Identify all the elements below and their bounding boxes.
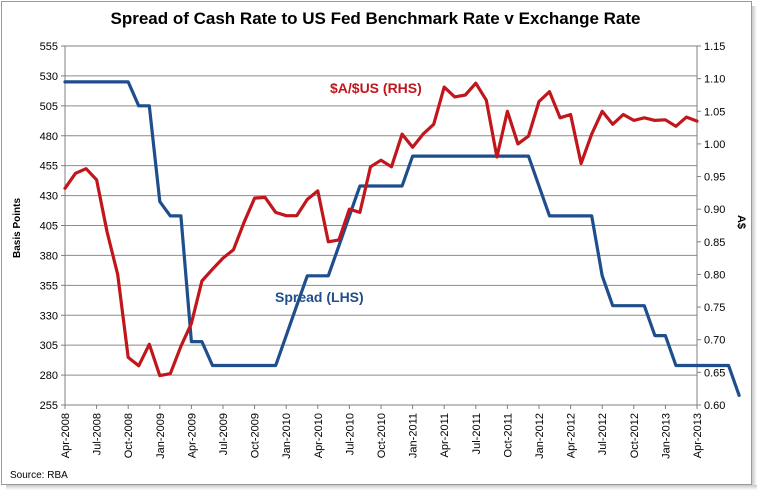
- y-right-tick-label: 0.85: [704, 237, 725, 249]
- series-line-spread: [63, 80, 741, 397]
- chart-title: Spread of Cash Rate to US Fed Benchmark …: [110, 9, 641, 28]
- y-left-tick-label: 505: [40, 101, 58, 113]
- x-tick-label: Apr-2009: [186, 413, 198, 458]
- x-tick-label: Oct-2010: [376, 413, 388, 458]
- y-left-tick-label: 555: [40, 41, 58, 53]
- x-tick-label: Jul-2009: [218, 413, 230, 455]
- y-left-tick-label: 455: [40, 161, 58, 173]
- y-axis-left-label: Basis Points: [12, 198, 23, 258]
- y-right-tick-label: 0.95: [704, 172, 725, 184]
- y-right-tick-label: 1.05: [704, 106, 725, 118]
- y-right-tick-label: 0.90: [704, 204, 725, 216]
- x-tick-label: Jul-2011: [471, 413, 483, 454]
- y-right-tick-label: 0.60: [704, 400, 725, 412]
- y-left-tick-label: 530: [40, 71, 58, 83]
- x-tick-label: Jan-2012: [534, 413, 546, 459]
- x-tick-label: Jan-2009: [155, 413, 167, 459]
- left-axis-ticks: 555 530 505 480 455 430 405 380 355 330 305 280 255: [40, 41, 65, 412]
- y-right-tick-label: 0.75: [704, 302, 725, 314]
- frame-shadow-right: [752, 6, 757, 488]
- x-tick-label: Apr-2012: [566, 413, 578, 458]
- x-tick-label: Oct-2009: [250, 413, 262, 458]
- y-axis-right-label: A$: [735, 215, 747, 229]
- y-right-tick-label: 0.65: [704, 367, 725, 379]
- annotation-aud-usd: $A/$US (RHS): [330, 80, 422, 96]
- series-line-aud-usd: [63, 81, 699, 378]
- gridlines: [65, 45, 697, 406]
- x-tick-label: Jan-2013: [660, 413, 672, 459]
- y-left-tick-label: 255: [40, 400, 58, 412]
- series-group: [63, 80, 741, 397]
- y-right-tick-label: 1.15: [704, 41, 725, 53]
- y-right-tick-label: 0.70: [704, 335, 725, 347]
- y-left-tick-label: 280: [40, 370, 58, 382]
- y-right-tick-label: 0.80: [704, 269, 725, 281]
- x-tick-label: Apr-2008: [60, 413, 72, 458]
- x-tick-label: Oct-2008: [123, 413, 135, 458]
- x-tick-label: Jul-2010: [344, 413, 356, 455]
- right-axis-ticks: 1.15 1.10 1.05 1.00 0.95 0.90 0.85 0.80 0.75 0.70…: [697, 41, 725, 412]
- x-tick-label: Apr-2010: [313, 413, 325, 458]
- x-tick-label: Jul-2012: [597, 413, 609, 455]
- y-left-tick-label: 305: [40, 340, 58, 352]
- x-tick-label: Apr-2011: [439, 413, 451, 457]
- y-left-tick-label: 355: [40, 280, 58, 292]
- y-left-tick-label: 380: [40, 250, 58, 262]
- x-axis-ticks: Apr-2008 Jul-2008 Oct-2008 Jan-2009 Apr-2009…: [60, 405, 704, 459]
- y-right-tick-label: 1.10: [704, 74, 725, 86]
- x-tick-label: Apr-2013: [692, 413, 704, 458]
- y-left-tick-label: 480: [40, 131, 58, 143]
- x-tick-label: Jan-2011: [408, 413, 420, 458]
- x-tick-label: Oct-2012: [629, 413, 641, 458]
- y-left-tick-label: 430: [40, 191, 58, 203]
- x-tick-label: Jul-2008: [92, 413, 104, 455]
- frame-shadow-bottom: [6, 485, 757, 490]
- annotation-spread: Spread (LHS): [275, 289, 364, 305]
- y-left-tick-label: 330: [40, 310, 58, 322]
- x-tick-label: Oct-2011: [502, 413, 514, 457]
- x-tick-label: Jan-2010: [281, 413, 293, 459]
- y-left-tick-label: 405: [40, 221, 58, 233]
- y-right-tick-label: 1.00: [704, 139, 725, 151]
- source-note: Source: RBA: [10, 470, 68, 481]
